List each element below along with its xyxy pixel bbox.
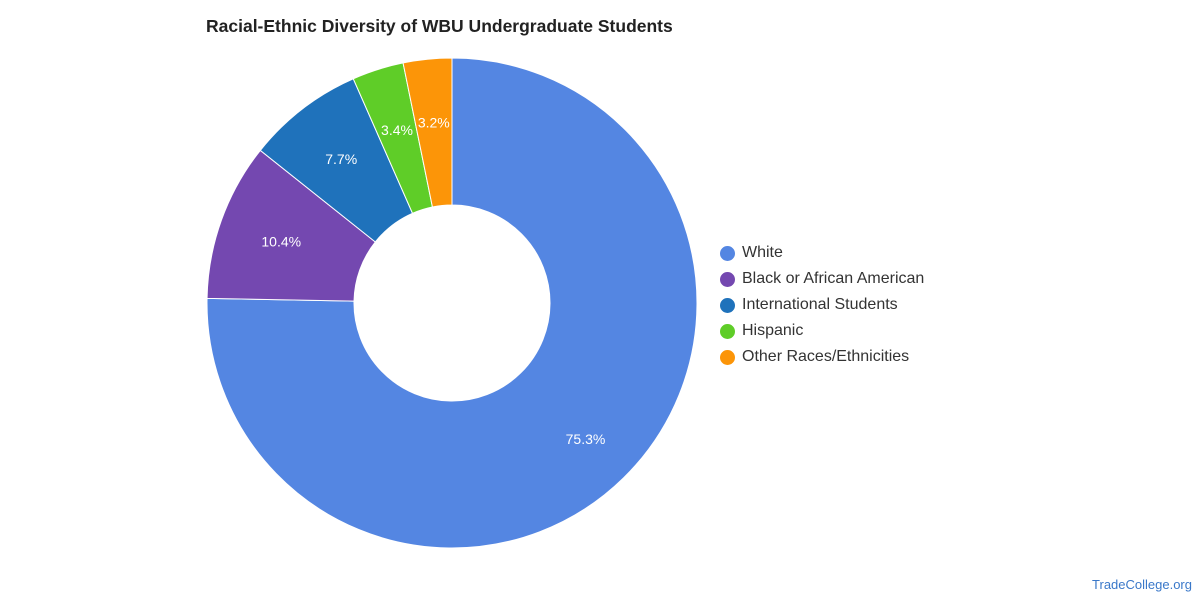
- data-label-black-or-african-american: 10.4%: [261, 234, 301, 250]
- slice-black-or-african-american[interactable]: [206, 149, 377, 302]
- data-label-international-students: 7.7%: [325, 151, 357, 167]
- slice-white[interactable]: [206, 57, 698, 549]
- legend-swatch-white: [720, 245, 735, 261]
- legend-item-hispanic[interactable]: Hispanic: [720, 318, 924, 344]
- legend-label-other-races-ethnicities: Other Races/Ethnicities: [742, 348, 910, 365]
- legend-swatch-hispanic: [720, 323, 735, 339]
- legend-label-hispanic: Hispanic: [742, 322, 804, 339]
- chart-legend: White Black or African American Internat…: [720, 240, 924, 370]
- slice-other-races-ethnicities[interactable]: [402, 57, 453, 208]
- legend-item-white[interactable]: White: [720, 240, 924, 266]
- legend-label-black-or-african-american: Black or African American: [742, 270, 925, 287]
- data-label-white: 75.3%: [566, 431, 606, 447]
- legend-swatch-black-or-african-american: [720, 271, 735, 287]
- source-credit[interactable]: TradeCollege.org: [1092, 577, 1192, 592]
- legend-item-other-races-ethnicities[interactable]: Other Races/Ethnicities: [720, 344, 924, 370]
- legend-item-black-or-african-american[interactable]: Black or African American: [720, 266, 924, 292]
- data-label-hispanic: 3.4%: [381, 122, 413, 138]
- data-label-other-races-ethnicities: 3.2%: [418, 114, 450, 130]
- legend-swatch-other-races-ethnicities: [720, 349, 735, 365]
- legend-swatch-international-students: [720, 297, 735, 313]
- chart-title: Racial-Ethnic Diversity of WBU Undergrad…: [206, 16, 673, 36]
- legend-item-international-students[interactable]: International Students: [720, 292, 924, 318]
- legend-label-international-students: International Students: [742, 296, 898, 313]
- legend-label-white: White: [742, 244, 783, 261]
